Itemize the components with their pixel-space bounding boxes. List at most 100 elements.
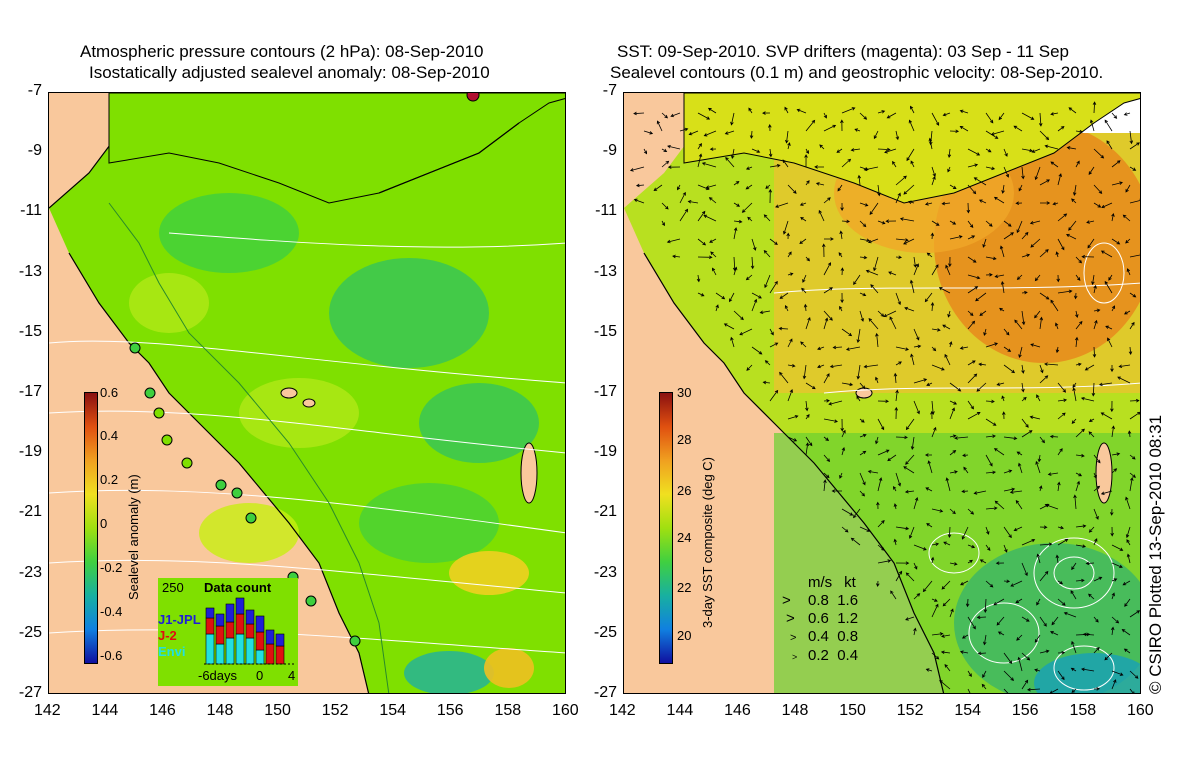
velocity-arrow [1039,375,1049,384]
velocity-arrow [961,526,969,540]
velocity-arrow [895,526,910,531]
velocity-arrow [1111,670,1124,676]
velocity-arrow [749,130,754,139]
velocity-arrow [762,380,771,385]
right-ytick-label: -25 [593,623,617,641]
velocity-arrow [841,107,856,114]
velocity-arrow [1129,292,1137,298]
velocity-arrow [893,372,898,384]
velocity-arrow [687,199,699,204]
velocity-arrow [994,274,1005,279]
velocity-arrow [1075,544,1087,548]
velocity-arrow [979,310,987,316]
velocity-arrow [1009,490,1023,494]
velocity-arrow [1111,592,1115,600]
velocity-arrow [947,148,952,159]
velocity-arrow [990,130,1005,136]
velocity-arrow [1111,562,1123,569]
velocity-arrow [796,108,807,114]
velocity-arrow [805,414,810,420]
velocity-arrow [763,250,771,258]
velocity-arrow [905,572,915,582]
velocity-arrow [985,544,991,552]
velocity-arrow [941,201,951,206]
velocity-arrow [949,235,963,240]
velocity-arrow [913,562,918,570]
velocity-arrow [661,148,668,152]
velocity-arrow [856,395,861,402]
velocity-arrow [697,238,707,246]
velocity-arrow [672,254,681,259]
left-xtick-label: 156 [436,702,464,719]
velocity-arrow [1003,688,1009,693]
right-cbar-tick-1: 28 [677,432,692,447]
velocity-arrow [653,184,663,192]
vkey-ms-0: 0.8 [808,592,829,609]
velocity-arrow [859,310,865,322]
velocity-arrow [1075,274,1081,281]
velocity-arrow [697,153,703,168]
velocity-arrow [913,593,921,600]
left-xtick-label: 146 [149,702,176,719]
velocity-arrow [1129,454,1136,460]
velocity-arrow [1101,202,1113,209]
velocity-arrow [892,160,897,168]
velocity-arrow [840,119,844,132]
velocity-arrow [805,119,816,132]
left-ytick-label: -17 [18,383,42,400]
velocity-arrow [1126,268,1131,276]
vkey-arrow-icon: > [790,632,797,644]
velocity-arrow [1056,274,1060,283]
velocity-arrow [643,130,654,135]
right-ytick-label: -13 [593,262,617,280]
velocity-arrow [750,256,755,270]
velocity-arrow [799,238,807,245]
velocity-arrow [1055,346,1060,354]
velocity-arrow [890,590,897,600]
velocity-arrow [1071,688,1077,693]
velocity-arrow [1088,526,1095,533]
velocity-arrow [733,202,741,207]
velocity-arrow [1017,462,1023,474]
velocity-arrow [841,508,854,516]
velocity-arrow [1055,251,1059,258]
vkey-kt-1: 1.2 [837,610,859,627]
velocity-arrow [709,147,717,151]
velocity-arrow [1039,436,1045,444]
velocity-arrow [1129,610,1140,618]
velocity-arrow [1039,179,1051,186]
velocity-arrow [708,197,717,204]
velocity-arrow [1100,412,1113,420]
velocity-arrow [877,184,881,197]
velocity-arrow [931,346,937,352]
velocity-arrow [1075,578,1085,583]
velocity-arrow [823,454,831,463]
velocity-arrow [1039,649,1050,654]
velocity-arrow [859,490,866,497]
velocity-arrow [945,264,951,276]
velocity-arrow [705,184,717,189]
velocity-arrow [888,271,897,276]
velocity-arrow [941,634,951,638]
velocity-arrow [1021,364,1025,374]
velocity-arrow [805,442,810,456]
velocity-arrow [859,382,866,390]
left-cbar-tick-6: -0.6 [100,648,123,663]
velocity-arrow [715,304,719,312]
velocity-arrow [1071,418,1077,424]
velocity-arrow [931,112,940,126]
velocity-arrow [965,598,970,608]
velocity-arrow [1002,411,1006,420]
left-xtick-label: 158 [494,702,522,719]
velocity-arrow [840,292,844,304]
velocity-arrow [947,526,952,538]
velocity-arrow [751,148,761,153]
velocity-arrow [1039,249,1049,258]
right-xtick-label: 154 [954,702,982,719]
velocity-arrow [805,400,809,412]
velocity-arrow [865,269,879,276]
velocity-arrow [823,112,827,119]
velocity-arrow [924,202,933,206]
velocity-arrow [985,220,993,227]
velocity-arrow [1072,184,1077,196]
